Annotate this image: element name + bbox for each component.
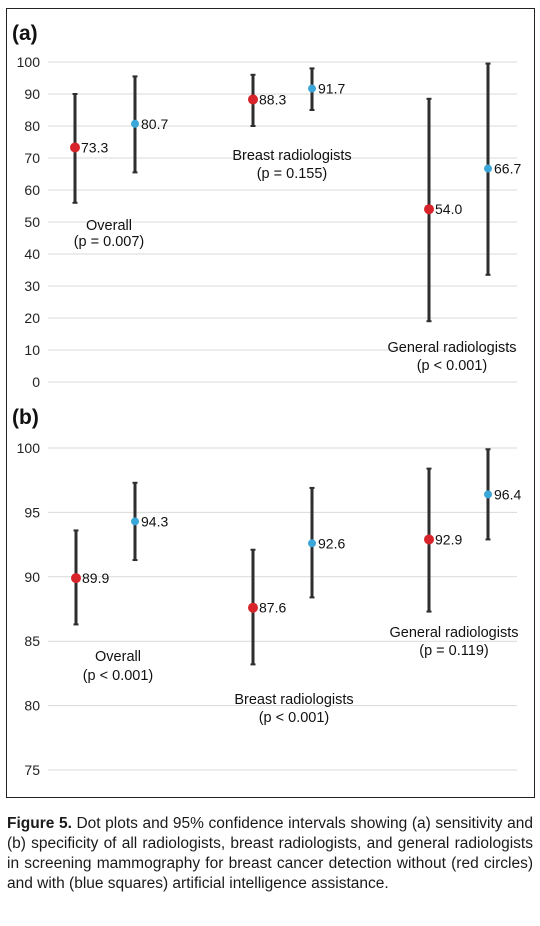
group-label: Overall — [86, 218, 132, 234]
data-label: 92.9 — [435, 531, 462, 547]
y-tick-label: 85 — [24, 633, 40, 649]
data-label: 54.0 — [435, 201, 462, 217]
group-label: Overall — [95, 649, 141, 665]
data-label: 88.3 — [259, 91, 286, 107]
y-tick-label: 20 — [24, 310, 40, 326]
data-point — [308, 84, 316, 93]
data-point — [484, 490, 492, 499]
data-point — [248, 94, 258, 105]
group-label: General radiologists — [390, 625, 519, 641]
y-tick-label: 100 — [17, 54, 41, 70]
figure-caption: Figure 5. Dot plots and 95% confidence i… — [7, 814, 533, 894]
data-label: 89.9 — [82, 570, 109, 586]
figure-frame — [6, 8, 535, 798]
data-label: 80.7 — [141, 116, 168, 132]
figure-charts: (a)100908070605040302010073.388.354.080.… — [12, 22, 521, 778]
caption-text: Dot plots and 95% confidence intervals s… — [7, 815, 533, 892]
y-tick-label: 40 — [24, 246, 40, 262]
caption-label: Figure 5. — [7, 815, 72, 832]
y-tick-label: 95 — [24, 504, 40, 520]
y-tick-label: 90 — [24, 569, 40, 585]
y-tick-label: 30 — [24, 278, 40, 294]
data-label: 91.7 — [318, 81, 345, 97]
group-label: Breast radiologists — [234, 692, 353, 708]
data-label: 96.4 — [494, 486, 521, 502]
data-point — [424, 534, 434, 545]
data-label: 87.6 — [259, 600, 286, 616]
group-pvalue: (p = 0.155) — [257, 166, 328, 182]
y-tick-label: 0 — [32, 374, 40, 390]
y-tick-label: 50 — [24, 214, 40, 230]
data-label: 66.7 — [494, 161, 521, 177]
group-pvalue: (p < 0.001) — [83, 668, 154, 684]
group-pvalue: (p = 0.007) — [74, 234, 145, 250]
data-label: 94.3 — [141, 513, 168, 529]
group-pvalue: (p < 0.001) — [259, 710, 330, 726]
data-point — [71, 573, 81, 584]
data-point — [484, 164, 492, 173]
panel-label: (a) — [12, 22, 38, 45]
group-label: General radiologists — [388, 340, 517, 356]
data-point — [131, 517, 139, 526]
panel-label: (b) — [12, 406, 39, 429]
data-point — [70, 142, 80, 153]
y-tick-label: 75 — [24, 762, 40, 778]
data-point — [131, 119, 139, 128]
y-tick-label: 60 — [24, 182, 40, 198]
y-tick-label: 80 — [24, 118, 40, 134]
y-tick-label: 90 — [24, 86, 40, 102]
data-point — [424, 204, 434, 215]
group-pvalue: (p < 0.001) — [417, 358, 488, 374]
data-label: 73.3 — [81, 139, 108, 155]
group-pvalue: (p = 0.119) — [419, 643, 488, 659]
data-point — [248, 602, 258, 613]
y-tick-label: 80 — [24, 698, 40, 714]
y-tick-label: 100 — [17, 440, 41, 456]
y-tick-label: 70 — [24, 150, 40, 166]
group-label: Breast radiologists — [232, 148, 351, 164]
y-tick-label: 10 — [24, 342, 40, 358]
data-point — [308, 539, 316, 548]
data-label: 92.6 — [318, 535, 345, 551]
